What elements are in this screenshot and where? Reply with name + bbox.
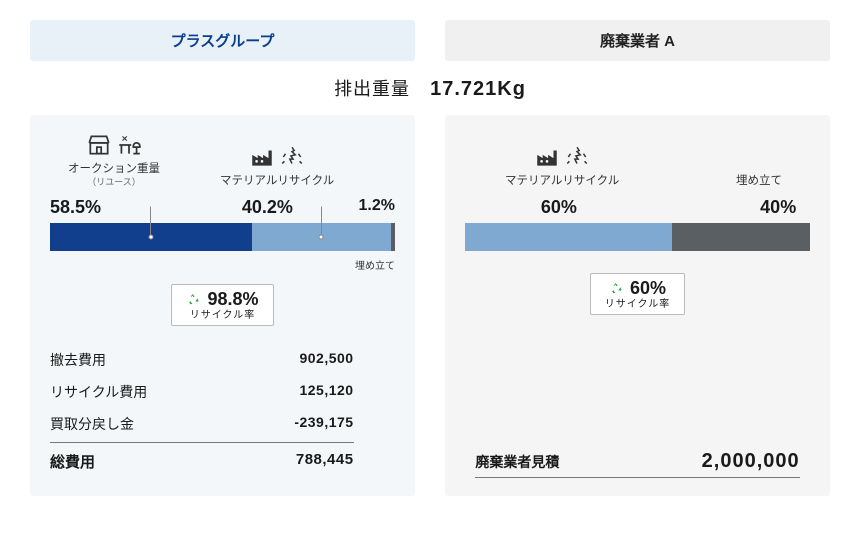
bar-segment: [391, 223, 395, 251]
cost-label: 撤去費用: [50, 350, 106, 370]
factory-icon: [534, 144, 560, 170]
recycle-label: リサイクル率: [186, 310, 258, 321]
panel-disposal-a: マテリアルリサイクル 埋め立て 60% 40% 60% リサイクル率 廃棄業者見…: [445, 115, 830, 496]
cost-value: -239,175: [294, 414, 353, 434]
bar-segment: [50, 223, 252, 251]
stacked-bar-left: [50, 223, 395, 251]
cost-total: 総費用 788,445: [50, 442, 354, 478]
cost-row: リサイクル費用 125,120: [50, 376, 354, 408]
recycle-rate-box: 98.8% リサイクル率: [171, 284, 273, 326]
cost-label: 買取分戻し金: [50, 414, 134, 434]
recycle-icon: [186, 292, 202, 308]
pct-label: 40%: [760, 197, 796, 218]
weight-label: 排出重量: [334, 79, 410, 99]
category-material: マテリアルリサイクル: [505, 144, 619, 189]
break-icon: [564, 144, 590, 170]
pct-label: 60%: [541, 197, 577, 218]
recycle-label: リサイクル率: [605, 299, 671, 310]
cost-value: 902,500: [299, 350, 353, 370]
cost-table: 撤去費用 902,500 リサイクル費用 125,120 買取分戻し金 -239…: [50, 344, 354, 478]
category-material: マテリアルリサイクル: [220, 144, 334, 189]
category-label: マテリアルリサイクル: [220, 174, 334, 189]
weight-value: 17.721Kg: [430, 78, 526, 100]
category-label: オークション重量: [68, 162, 160, 177]
category-row: オークション重量 （リユース） マテリアルリサイクル: [50, 131, 395, 189]
recycle-pct: 60%: [630, 279, 666, 299]
pct-labels-left: 58.5% 40.2% 1.2%: [50, 197, 395, 221]
category-label: 埋め立て: [736, 174, 782, 189]
estimate-value: 2,000,000: [702, 450, 800, 473]
cost-label: リサイクル費用: [50, 382, 147, 402]
pct-labels-right: 60% 40%: [465, 197, 810, 221]
estimate-label: 廃棄業者見積: [475, 452, 559, 472]
bar-segment: [465, 223, 672, 251]
category-label: マテリアルリサイクル: [505, 174, 619, 189]
category-auction: オークション重量 （リユース）: [68, 132, 160, 189]
category-row: マテリアルリサイクル 埋め立て: [465, 131, 810, 189]
desk-icon: [116, 132, 142, 158]
landfill-label: 埋め立て: [50, 257, 395, 272]
pct-label: 40.2%: [242, 197, 293, 218]
cost-row: 買取分戻し金 -239,175: [50, 408, 354, 440]
bar-segment: [672, 223, 810, 251]
shop-icon: [86, 132, 112, 158]
panel-plus-group: オークション重量 （リユース） マテリアルリサイクル 58.5% 40.2% 1…: [30, 115, 415, 496]
category-landfill: 埋め立て: [736, 144, 782, 189]
stacked-bar-right: [465, 223, 810, 251]
break-icon: [279, 144, 305, 170]
pct-label: 58.5%: [50, 197, 101, 218]
cost-row: 撤去費用 902,500: [50, 344, 354, 376]
pct-label: 1.2%: [359, 197, 395, 215]
weight-line: 排出重量 17.721Kg: [30, 75, 830, 101]
bar-segment: [252, 223, 391, 251]
category-sublabel: （リユース）: [68, 177, 160, 189]
factory-icon: [249, 144, 275, 170]
estimate-row: 廃棄業者見積 2,000,000: [475, 450, 799, 478]
recycle-pct: 98.8%: [207, 290, 258, 310]
tab-right: 廃棄業者 A: [445, 20, 830, 61]
recycle-rate-box: 60% リサイクル率: [590, 273, 686, 315]
cost-value: 125,120: [299, 382, 353, 402]
cost-value: 788,445: [296, 451, 354, 472]
tab-left: プラスグループ: [30, 20, 415, 61]
cost-label: 総費用: [50, 451, 95, 472]
recycle-icon: [609, 281, 625, 297]
